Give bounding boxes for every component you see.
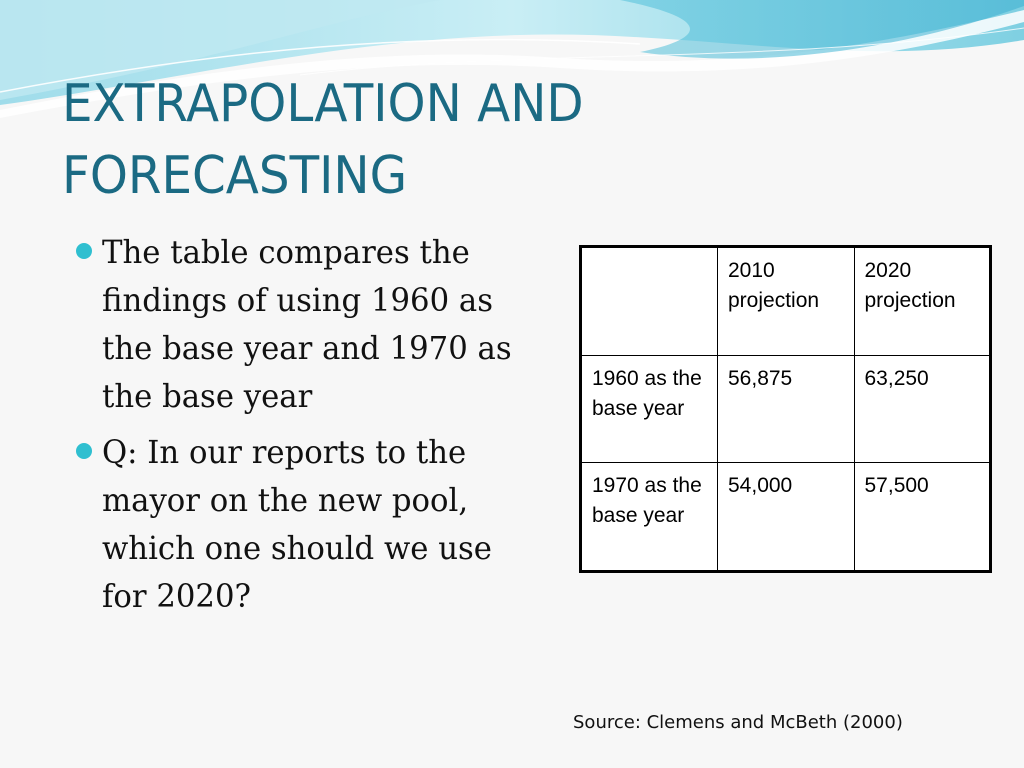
table-header-cell-empty: [580, 246, 718, 356]
table-row: 1960 as the base year 56,875 63,250: [580, 354, 991, 464]
bullet-text: The table compares the findings of using…: [102, 233, 512, 415]
source-citation: Source: Clemens and McBeth (2000): [573, 712, 903, 733]
slide-title: EXTRAPOLATION AND FORECASTING: [62, 68, 713, 212]
decorative-wave-header: [0, 0, 1024, 118]
table-header-cell: 2010 projection: [717, 246, 855, 356]
table-cell: 56,875: [717, 354, 855, 464]
table-row: 1970 as the base year 54,000 57,500: [580, 462, 991, 572]
table-cell: 57,500: [853, 462, 991, 572]
slide-title-line-1: EXTRAPOLATION AND: [62, 74, 584, 134]
table-header-row: 2010 projection 2020 projection: [580, 246, 991, 356]
bullet-dot-icon: [76, 243, 92, 259]
table-cell: 63,250: [853, 354, 991, 464]
projection-table: 2010 projection 2020 projection 1960 as …: [579, 245, 992, 573]
table-row-label: 1970 as the base year: [580, 462, 718, 572]
bullet-text: Q: In our reports to the mayor on the ne…: [102, 433, 492, 615]
bullet-item: Q: In our reports to the mayor on the ne…: [74, 428, 544, 620]
slide-title-line-2: FORECASTING: [62, 146, 408, 206]
bullet-list: The table compares the findings of using…: [74, 228, 544, 620]
bullet-item: The table compares the findings of using…: [74, 228, 544, 420]
table-row-label: 1960 as the base year: [580, 354, 718, 464]
table-cell: 54,000: [717, 462, 855, 572]
table-header-cell: 2020 projection: [853, 246, 991, 356]
bullet-dot-icon: [76, 443, 92, 459]
